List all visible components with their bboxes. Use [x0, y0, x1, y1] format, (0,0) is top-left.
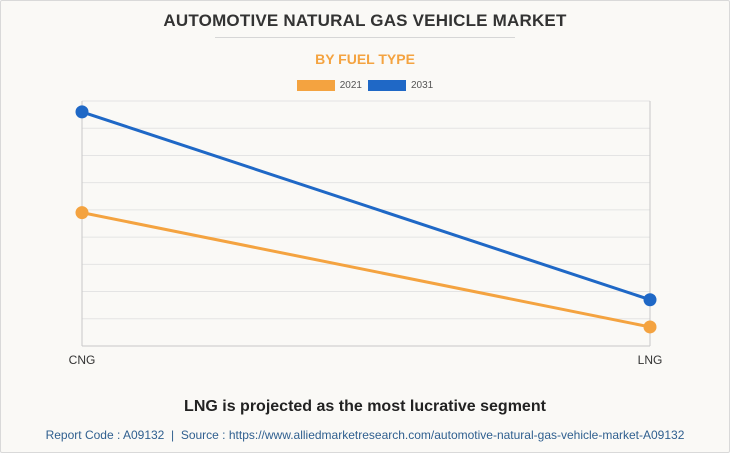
- data-point-2021-LNG[interactable]: [643, 320, 657, 334]
- report-footer: Report Code : A09132 | Source : https://…: [0, 428, 730, 442]
- chart-caption: LNG is projected as the most lucrative s…: [184, 398, 546, 415]
- legend-item-2021[interactable]: 2021: [296, 80, 362, 91]
- grid-layer: [82, 100, 650, 320]
- series-line-2031: [81, 110, 651, 302]
- source-link[interactable]: Source : https://www.alliedmarketresearc…: [180, 428, 685, 442]
- data-point-2031-CNG[interactable]: [75, 105, 89, 119]
- legend-label-2021: 2021: [339, 80, 362, 91]
- series-line-2021: [81, 211, 651, 329]
- footer-separator: |: [171, 428, 175, 442]
- legend-swatch-2021: [296, 80, 335, 91]
- legend-item-2031[interactable]: 2031: [368, 80, 433, 91]
- legend-swatch-2031: [368, 80, 406, 91]
- chart-legend: 2021 2031: [0, 80, 730, 91]
- x-tick-labels: CNG LNG: [69, 353, 663, 367]
- legend-label-2031: 2031: [411, 80, 434, 91]
- chart-title: AUTOMOTIVE NATURAL GAS VEHICLE MARKET: [163, 11, 567, 30]
- data-point-2021-CNG[interactable]: [75, 206, 89, 220]
- x-tick-label-CNG: CNG: [69, 353, 96, 367]
- report-code: Report Code : A09132: [45, 428, 165, 442]
- data-point-2031-LNG[interactable]: [643, 293, 657, 307]
- x-tick-label-LNG: LNG: [638, 353, 663, 367]
- series-layer: [75, 105, 657, 334]
- chart-subtitle: BY FUEL TYPE: [315, 51, 415, 67]
- title-divider: [215, 37, 515, 38]
